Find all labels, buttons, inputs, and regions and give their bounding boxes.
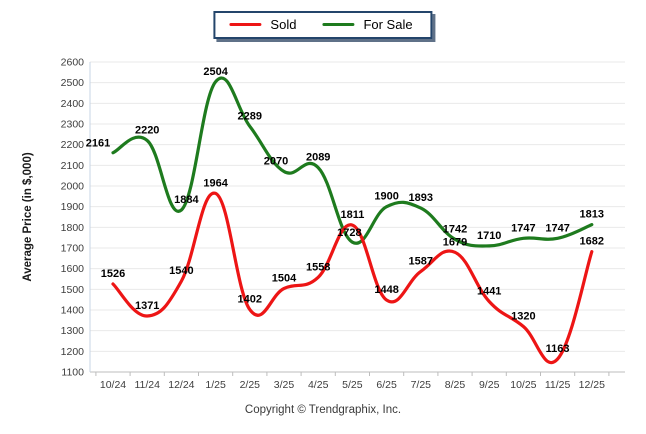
data-label-for-sale: 1747 bbox=[545, 222, 569, 234]
y-axis-title: Average Price (in $,000) bbox=[22, 152, 34, 282]
data-label-sold: 1504 bbox=[272, 273, 297, 285]
series-line-for-sale bbox=[111, 76, 594, 248]
copyright-text: Copyright © Trendgraphix, Inc. bbox=[244, 404, 402, 416]
y-tick-label: 2000 bbox=[61, 181, 85, 193]
data-label-for-sale: 1742 bbox=[443, 223, 467, 235]
data-label-for-sale: 1900 bbox=[374, 191, 398, 203]
y-tick-label: 2100 bbox=[61, 160, 85, 172]
data-label-for-sale: 2161 bbox=[86, 138, 110, 150]
data-label-sold: 1402 bbox=[238, 294, 262, 306]
x-tick-label: 2/25 bbox=[240, 379, 261, 391]
data-label-for-sale: 1893 bbox=[409, 192, 433, 204]
data-label-sold: 1964 bbox=[203, 177, 228, 189]
x-tick-label: 9/25 bbox=[479, 379, 500, 391]
data-label-for-sale: 1747 bbox=[511, 222, 535, 234]
y-tick-label: 2300 bbox=[61, 119, 85, 131]
data-label-sold: 1163 bbox=[546, 343, 570, 355]
y-tick-label: 1100 bbox=[61, 367, 84, 379]
x-tick-label: 7/25 bbox=[411, 379, 432, 391]
data-label-for-sale: 2089 bbox=[306, 152, 330, 164]
y-tick-label: 2600 bbox=[61, 57, 85, 69]
y-tick-label: 1600 bbox=[61, 263, 85, 275]
y-tick-label: 2200 bbox=[61, 139, 85, 151]
y-tick-label: 1400 bbox=[61, 305, 85, 317]
legend: Sold For Sale bbox=[213, 11, 433, 39]
for-sale-line-sample-icon bbox=[322, 23, 355, 26]
y-tick-label: 1900 bbox=[61, 201, 85, 213]
data-label-for-sale: 2289 bbox=[238, 110, 262, 122]
data-label-sold: 1679 bbox=[443, 236, 467, 248]
data-label-sold: 1526 bbox=[101, 268, 125, 280]
data-label-sold: 1587 bbox=[409, 255, 433, 267]
series-line-sold bbox=[111, 191, 594, 364]
data-label-sold: 1558 bbox=[306, 261, 330, 273]
legend-label-sold: Sold bbox=[270, 17, 297, 32]
y-tick-label: 1500 bbox=[61, 284, 85, 296]
data-label-for-sale: 1813 bbox=[580, 209, 604, 221]
data-label-for-sale: 1884 bbox=[174, 194, 199, 206]
legend-label-for-sale: For Sale bbox=[363, 17, 413, 32]
x-tick-label: 6/25 bbox=[376, 379, 397, 391]
legend-item-for-sale: For Sale bbox=[322, 17, 413, 32]
x-tick-label: 8/25 bbox=[445, 379, 466, 391]
x-tick-label: 11/25 bbox=[545, 379, 571, 391]
data-label-sold: 1682 bbox=[580, 236, 604, 248]
y-tick-label: 1300 bbox=[61, 325, 85, 337]
y-tick-label: 2500 bbox=[61, 77, 85, 89]
x-tick-label: 12/25 bbox=[579, 379, 605, 391]
data-label-sold: 1371 bbox=[135, 300, 159, 312]
data-label-sold: 1441 bbox=[477, 286, 501, 298]
x-tick-label: 10/24 bbox=[100, 379, 126, 391]
data-label-sold: 1448 bbox=[374, 284, 398, 296]
data-label-for-sale: 1728 bbox=[337, 227, 361, 239]
legend-item-sold: Sold bbox=[229, 18, 296, 31]
data-label-for-sale: 1710 bbox=[477, 230, 501, 242]
x-tick-label: 10/25 bbox=[510, 379, 536, 391]
x-tick-label: 1/25 bbox=[205, 379, 226, 391]
x-tick-label: 11/24 bbox=[134, 379, 160, 391]
sold-line-sample-icon bbox=[229, 23, 262, 26]
x-tick-label: 5/25 bbox=[342, 379, 363, 391]
data-label-sold: 1320 bbox=[511, 311, 535, 323]
y-tick-label: 2400 bbox=[61, 98, 85, 110]
data-label-for-sale: 2504 bbox=[203, 66, 228, 78]
y-tick-label: 1700 bbox=[61, 243, 85, 255]
data-label-sold: 1540 bbox=[169, 265, 193, 277]
data-label-sold: 1811 bbox=[340, 209, 364, 221]
x-tick-label: 12/24 bbox=[168, 379, 194, 391]
y-tick-label: 1200 bbox=[61, 346, 85, 358]
x-tick-label: 3/25 bbox=[274, 379, 295, 391]
data-label-for-sale: 2220 bbox=[135, 125, 159, 137]
y-tick-label: 1800 bbox=[61, 222, 85, 234]
x-tick-label: 4/25 bbox=[308, 379, 329, 391]
data-label-for-sale: 2070 bbox=[264, 156, 288, 168]
